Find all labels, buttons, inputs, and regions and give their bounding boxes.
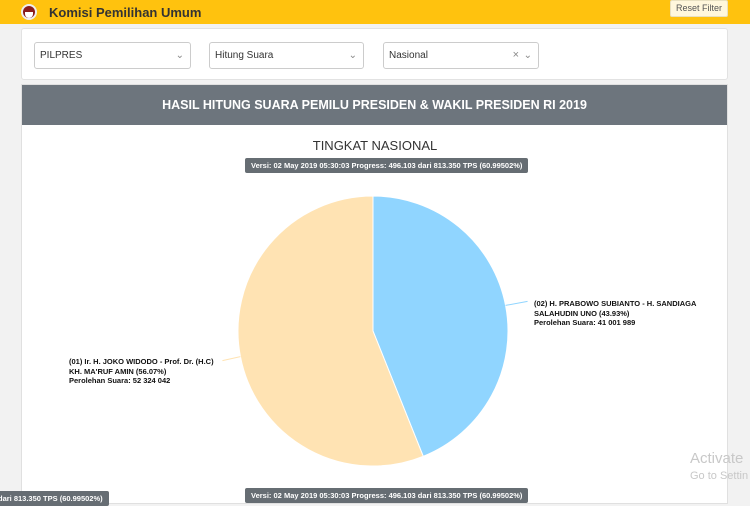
version-tooltip-bottom: Versi: 02 May 2019 05:30:03 Progress: 49… <box>245 488 529 503</box>
region-select[interactable]: Nasional × ⌄ <box>383 42 539 69</box>
chevron-down-icon: ⌄ <box>175 50 184 61</box>
chevron-down-icon: ⌄ <box>523 50 532 61</box>
election-select[interactable]: PILPRES ⌄ <box>34 42 191 69</box>
partial-tooltip: dari 813.350 TPS (60.99502%) <box>0 491 109 506</box>
connector-line <box>505 300 528 306</box>
election-value: PILPRES <box>40 50 83 61</box>
label-votes: Perolehan Suara: 41 001 989 <box>534 318 636 327</box>
label-votes: Perolehan Suara: 52 324 042 <box>69 376 171 385</box>
watermark-line1: Activate <box>690 450 744 467</box>
label-line: SALAHUDIN UNO (43.93%) <box>534 308 630 318</box>
label-line: (01) Ir. H. JOKO WIDODO - Prof. Dr. (H.C… <box>69 357 214 366</box>
kpu-logo-icon <box>21 4 37 20</box>
reset-filter-button[interactable]: Reset Filter <box>669 0 728 17</box>
chevron-down-icon: ⌄ <box>348 50 357 61</box>
panel-title: HASIL HITUNG SUARA PEMILU PRESIDEN & WAK… <box>22 85 727 125</box>
mode-value: Hitung Suara <box>215 50 274 61</box>
clear-icon[interactable]: × <box>512 49 519 61</box>
label-line: KH. MA'RUF AMIN (56.07%) <box>69 366 167 376</box>
chart-subtitle: TINGKAT NASIONAL <box>312 138 438 153</box>
filter-bar: PILPRES ⌄ Hitung Suara ⌄ Nasional × ⌄ <box>21 28 728 80</box>
app-title: Komisi Pemilihan Umum <box>49 4 202 20</box>
slice-label-01: (01) Ir. H. JOKO WIDODO - Prof. Dr. (H.C… <box>69 357 214 386</box>
version-tooltip: Versi: 02 May 2019 05:30:03 Progress: 49… <box>245 158 529 173</box>
mode-select[interactable]: Hitung Suara ⌄ <box>209 42 364 69</box>
watermark-line2: Go to Settin <box>690 470 749 482</box>
region-value: Nasional <box>389 50 428 61</box>
top-bar: Komisi Pemilihan Umum Reset Filter <box>0 0 750 24</box>
pie-slice-0[interactable] <box>372 195 509 457</box>
label-line: (02) H. PRABOWO SUBIANTO - H. SANDIAGA <box>534 299 697 308</box>
slice-label-02: (02) H. PRABOWO SUBIANTO - H. SANDIAGA S… <box>534 299 696 328</box>
connector-line <box>222 356 241 362</box>
